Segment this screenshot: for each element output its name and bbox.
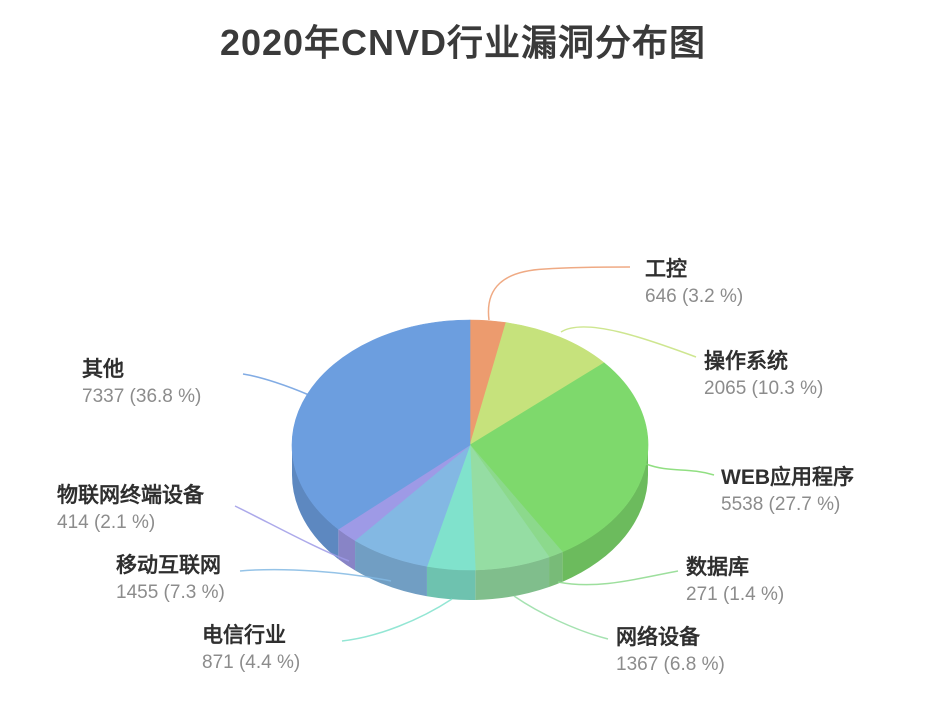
pie-label-name: 移动互联网 — [116, 554, 221, 577]
pie-slice-side-8 — [292, 445, 339, 560]
pie-slice-side-6 — [355, 540, 427, 597]
leader-line-2 — [645, 463, 715, 476]
pie-label-1: 操作系统 2065 (10.3 %) — [704, 348, 823, 402]
pie-label-name: 电信行业 — [202, 624, 286, 647]
pie-label-value: 1367 (6.8 %) — [616, 654, 725, 676]
pie-slice-1[interactable] — [469, 322, 605, 446]
pie-label-value: 414 (2.1 %) — [57, 512, 156, 534]
pie-label-7: 物联网终端设备 414 (2.1 %) — [57, 482, 204, 536]
pie-label-name: 其他 — [82, 358, 124, 381]
pie-label-name: 操作系统 — [704, 350, 788, 373]
pie-slice-2[interactable] — [469, 362, 649, 553]
pie-label-name: WEB应用程序 — [721, 466, 854, 489]
leader-line-7 — [234, 505, 350, 562]
pie-label-value: 271 (1.4 %) — [686, 584, 785, 606]
pie-label-name: 数据库 — [686, 556, 749, 579]
leader-line-4 — [513, 595, 609, 640]
pie-label-name: 网络设备 — [616, 626, 700, 649]
pie-label-0: 工控 646 (3.2 %) — [645, 256, 743, 310]
pie-label-value: 646 (3.2 %) — [645, 286, 744, 308]
leader-line-5 — [341, 598, 453, 642]
leader-line-3 — [557, 570, 679, 586]
pie-slice-side-2 — [562, 445, 648, 582]
leader-line-6 — [239, 568, 392, 582]
pie-label-6: 移动互联网 1455 (7.3 %) — [116, 552, 225, 606]
pie-label-5: 电信行业 871 (4.4 %) — [202, 622, 300, 676]
pie-slice-side-3 — [549, 551, 563, 587]
leader-line-1 — [560, 326, 697, 358]
pie-slice-side-4 — [475, 557, 550, 600]
pie-slice-side-5 — [426, 566, 476, 600]
pie-label-2: WEB应用程序 5538 (27.7 %) — [721, 464, 854, 518]
pie-label-value: 5538 (27.7 %) — [721, 494, 841, 516]
pie-label-value: 7337 (36.8 %) — [82, 386, 202, 408]
leader-line-8 — [242, 373, 310, 396]
pie-label-value: 2065 (10.3 %) — [704, 378, 824, 400]
pie-slice-side-7 — [338, 529, 356, 571]
pie-label-8: 其他 7337 (36.8 %) — [82, 356, 201, 410]
pie-label-name: 工控 — [645, 258, 687, 281]
pie-label-3: 数据库 271 (1.4 %) — [686, 554, 784, 608]
pie-label-name: 物联网终端设备 — [57, 484, 204, 507]
leader-line-0 — [487, 266, 631, 321]
chart-title: 2020年CNVD行业漏洞分布图 — [219, 22, 707, 63]
pie-label-value: 871 (4.4 %) — [202, 652, 301, 674]
pie-label-value: 1455 (7.3 %) — [116, 582, 225, 604]
pie-label-4: 网络设备 1367 (6.8 %) — [616, 624, 725, 678]
